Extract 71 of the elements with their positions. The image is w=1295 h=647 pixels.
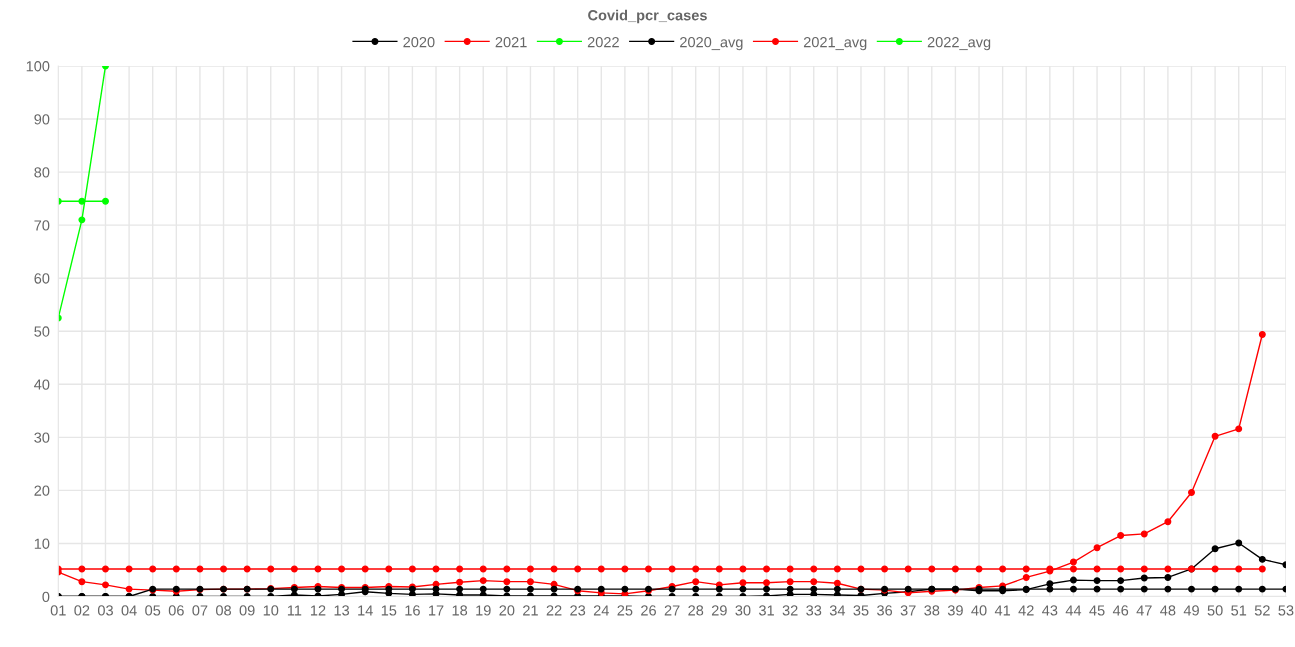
x-tick-label: 28 (688, 605, 704, 616)
x-tick-label: 33 (806, 605, 822, 616)
x-tick-label: 25 (617, 605, 633, 616)
x-tick-label: 38 (924, 605, 940, 616)
legend-label: 2021_avg (803, 37, 867, 51)
y-tick-label: 0 (42, 591, 50, 602)
x-tick-label: 06 (168, 605, 184, 616)
y-tick-label: 40 (34, 379, 50, 390)
x-tick-label: 40 (971, 605, 987, 616)
y-tick-label: 60 (34, 273, 50, 284)
y-tick-label: 80 (34, 167, 50, 178)
x-tick-label: 42 (1018, 605, 1034, 616)
x-tick-label: 43 (1042, 605, 1058, 616)
x-tick-label: 24 (593, 605, 609, 616)
x-tick-label: 16 (405, 605, 420, 616)
legend-label: 2022_avg (927, 37, 991, 51)
x-tick-label: 47 (1136, 605, 1152, 616)
x-tick-label: 44 (1065, 605, 1082, 616)
x-tick-label: 29 (711, 605, 727, 616)
x-tick-label: 50 (1207, 605, 1223, 616)
x-tick-label: 37 (900, 605, 916, 616)
y-tick-label: 100 (26, 61, 50, 72)
x-tick-label: 09 (239, 605, 255, 616)
x-tick-label: 22 (546, 605, 562, 616)
x-tick-label: 35 (853, 605, 869, 616)
x-tick-label: 48 (1160, 605, 1176, 616)
x-tick-label: 05 (145, 605, 161, 616)
x-tick-label: 10 (263, 605, 279, 616)
x-tick-label: 18 (452, 605, 468, 616)
y-tick-label: 70 (34, 220, 50, 231)
x-tick-label: 30 (735, 605, 751, 616)
x-tick-label: 17 (429, 605, 444, 616)
x-tick-label: 36 (877, 605, 893, 616)
x-tick-label: 45 (1089, 605, 1105, 616)
x-tick-label: 53 (1278, 605, 1294, 616)
x-tick-label: 49 (1183, 605, 1199, 616)
legend-label: 2020_avg (680, 37, 743, 51)
x-tick-label: 39 (947, 605, 963, 616)
x-tick-label: 04 (121, 605, 137, 616)
y-tick-label: 90 (34, 114, 50, 125)
x-tick-label: 19 (476, 605, 491, 616)
x-tick-label: 08 (216, 605, 232, 616)
chart-title: Covid_pcr_cases (588, 9, 707, 24)
y-tick-label: 10 (34, 538, 50, 549)
x-tick-label: 21 (523, 605, 538, 616)
legend-label: 2022 (587, 37, 619, 48)
x-tick-label: 41 (994, 605, 1011, 616)
x-tick-label: 23 (570, 605, 586, 616)
x-tick-label: 27 (664, 605, 680, 616)
x-tick-label: 03 (97, 605, 113, 616)
y-tick-label: 20 (34, 485, 50, 496)
x-tick-label: 26 (641, 605, 656, 616)
x-tick-label: 52 (1254, 605, 1270, 616)
x-tick-label: 13 (334, 605, 350, 616)
x-tick-label: 02 (74, 605, 90, 616)
legend-label: 2020 (403, 37, 435, 48)
x-tick-label: 01 (50, 605, 66, 616)
y-tick-label: 50 (34, 326, 50, 337)
x-tick-label: 46 (1112, 605, 1129, 616)
x-tick-label: 34 (829, 605, 846, 616)
x-tick-label: 07 (192, 605, 208, 616)
x-tick-label: 15 (381, 605, 397, 616)
x-tick-label: 51 (1231, 605, 1247, 616)
legend-label: 2021 (495, 37, 527, 48)
x-tick-label: 14 (358, 605, 373, 616)
x-tick-label: 20 (499, 605, 515, 616)
y-tick-label: 30 (34, 432, 50, 443)
x-tick-label: 12 (310, 605, 326, 616)
x-tick-label: 31 (758, 605, 774, 616)
x-tick-label: 11 (287, 605, 302, 616)
x-tick-label: 32 (782, 605, 798, 616)
